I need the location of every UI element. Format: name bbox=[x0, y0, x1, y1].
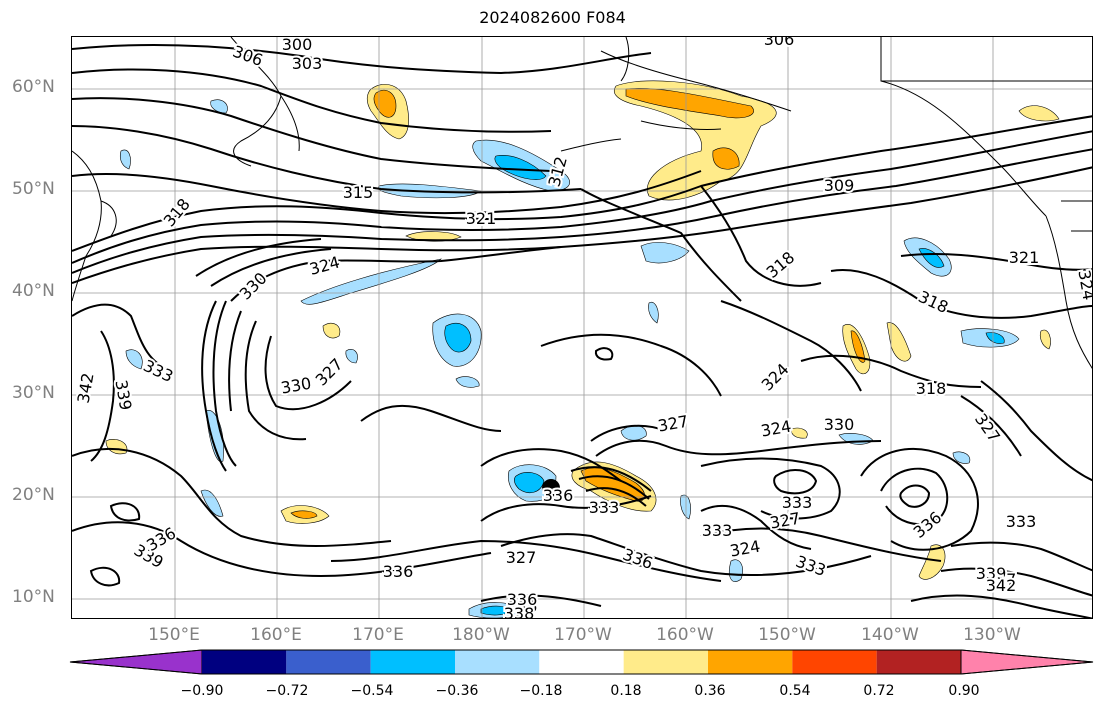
contour-label: 306 bbox=[764, 37, 795, 49]
contour-lines bbox=[72, 44, 1092, 618]
colorbar-segment bbox=[539, 650, 624, 674]
lat-label-40n: 40°N bbox=[12, 281, 55, 301]
map-title: 2024082600 F084 bbox=[479, 8, 626, 27]
shade-negative bbox=[680, 494, 691, 520]
lon-label-160w: 160°W bbox=[656, 625, 714, 645]
colorbar-outline bbox=[69, 649, 1094, 675]
colorbar-tick-label: −0.18 bbox=[519, 683, 563, 699]
contour-label: 333 bbox=[589, 498, 620, 517]
colorbar-extend-high bbox=[960, 649, 1094, 675]
lat-label-20n: 20°N bbox=[12, 485, 55, 505]
shade-negative bbox=[494, 155, 547, 180]
lat-label-50n: 50°N bbox=[12, 179, 55, 199]
contour-label: 339 bbox=[976, 564, 1007, 583]
colorbar-segment bbox=[370, 650, 455, 674]
contour-label: 321 bbox=[1009, 248, 1040, 267]
shade-positive bbox=[790, 427, 808, 439]
contour-label: 333 bbox=[782, 493, 813, 512]
lon-label-160e: 160°E bbox=[250, 625, 302, 645]
lon-label-150e: 150°E bbox=[148, 625, 200, 645]
contour-label: 303 bbox=[292, 54, 323, 73]
contour-label: 342 bbox=[986, 576, 1017, 595]
contour-label: 327 bbox=[506, 548, 537, 567]
contour-label: 336 bbox=[507, 590, 538, 609]
lat-label-60n: 60°N bbox=[12, 77, 55, 97]
lat-label-10n: 10°N bbox=[12, 587, 55, 607]
shade-negative bbox=[210, 99, 228, 114]
map-svg: 300 306 303 306 312 315 321 309 318 324 … bbox=[72, 37, 1092, 619]
graticule bbox=[72, 37, 1092, 618]
shade-negative bbox=[985, 332, 1005, 344]
shade-negative bbox=[648, 301, 659, 324]
contour-label: 321 bbox=[466, 209, 497, 228]
shade-negative bbox=[514, 472, 545, 494]
colorbar-tick-label: −0.54 bbox=[350, 683, 394, 699]
shade-negative bbox=[455, 376, 480, 388]
shade-negative bbox=[119, 149, 131, 170]
contour-label: 309 bbox=[824, 176, 855, 195]
colorbar-segment bbox=[876, 650, 961, 674]
colorbar-tick-label: 0.36 bbox=[694, 683, 726, 699]
colorbar-tick-label: −0.72 bbox=[265, 683, 309, 699]
contour-label: 333 bbox=[702, 521, 733, 540]
shade-negative bbox=[125, 349, 143, 370]
shade-positive bbox=[322, 322, 341, 339]
lon-label-140w: 140°W bbox=[861, 625, 919, 645]
colorbar-tick-label: −0.90 bbox=[180, 683, 224, 699]
colorbar-tick-label: 0.90 bbox=[948, 683, 980, 699]
colorbar-segment bbox=[286, 650, 371, 674]
lon-label-170w: 170°W bbox=[554, 625, 612, 645]
shade-negative bbox=[952, 451, 971, 464]
colorbar-segment bbox=[792, 650, 877, 674]
contour-label: 336 bbox=[543, 486, 574, 505]
lon-label-150w: 150°W bbox=[758, 625, 816, 645]
shade-negative bbox=[480, 605, 514, 616]
lon-label-170e: 170°E bbox=[352, 625, 404, 645]
map-plot-area: 300 306 303 306 312 315 321 309 318 324 … bbox=[71, 36, 1093, 619]
contour-label: 315 bbox=[343, 183, 374, 202]
shade-positive bbox=[918, 544, 946, 580]
shade-negative bbox=[345, 349, 358, 364]
colorbar-segment bbox=[708, 650, 793, 674]
shade-positive bbox=[850, 330, 866, 363]
colorbar-segment bbox=[623, 650, 708, 674]
contour-label: 327 bbox=[986, 570, 1017, 589]
lon-label-180w: 180°W bbox=[452, 625, 510, 645]
colorbar-segment bbox=[455, 650, 540, 674]
contour-label: 333 bbox=[1006, 512, 1037, 531]
shade-positive bbox=[1018, 105, 1060, 122]
shade-positive bbox=[712, 147, 740, 170]
shade-positive bbox=[625, 88, 754, 119]
contour-label: 336 bbox=[383, 562, 414, 581]
colorbar-tick-label: −0.36 bbox=[435, 683, 479, 699]
colorbar-extend-low bbox=[69, 649, 203, 675]
lat-label-30n: 30°N bbox=[12, 383, 55, 403]
colorbar-tick-label: 0.54 bbox=[779, 683, 811, 699]
contour-label: 300 bbox=[282, 37, 313, 54]
contour-label: 336 bbox=[507, 597, 538, 616]
shade-positive bbox=[290, 510, 318, 519]
shade-positive bbox=[1039, 329, 1051, 350]
colorbar-tick-label: 0.72 bbox=[863, 683, 895, 699]
storm-center-marker bbox=[542, 479, 560, 497]
contour-label: 338 bbox=[504, 604, 535, 619]
contour-label: 318 bbox=[916, 379, 947, 398]
lon-label-130w: 130°W bbox=[963, 625, 1021, 645]
contour-label: 330 bbox=[824, 415, 855, 434]
shade-negative bbox=[444, 322, 472, 353]
shade-positive bbox=[373, 89, 397, 118]
colorbar-segment bbox=[202, 650, 287, 674]
shade-negative bbox=[640, 242, 690, 264]
colorbar-tick-label: 0.18 bbox=[610, 683, 642, 699]
shade-positive bbox=[886, 322, 912, 362]
